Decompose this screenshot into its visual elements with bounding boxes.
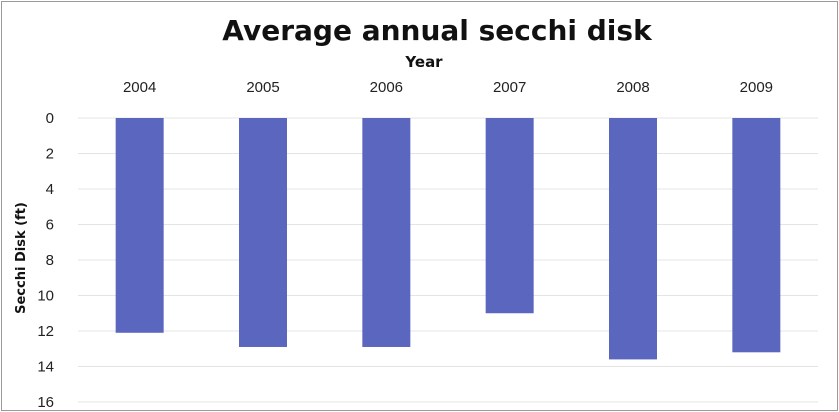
- y-axis-label: Secchi Disk (ft): [14, 202, 29, 314]
- y-tick-labels: 0 2 4 6 8 10 12 14 16: [37, 110, 54, 411]
- y-tick-label: 16: [37, 394, 54, 411]
- y-tick-label: 2: [46, 146, 54, 163]
- bar-2007: [485, 118, 534, 314]
- x-axis-label: Year: [404, 53, 443, 71]
- bar-2009: [732, 118, 781, 353]
- chart-title: Average annual secchi disk: [222, 14, 653, 47]
- bar-2004: [115, 118, 164, 333]
- bar-2005: [239, 118, 287, 347]
- bars: [115, 118, 781, 360]
- x-tick-label: 2008: [616, 79, 649, 96]
- y-tick-label: 8: [46, 252, 54, 269]
- y-tick-label: 14: [37, 359, 54, 376]
- y-tick-label: 4: [46, 181, 54, 198]
- x-tick-labels: 2004 2005 2006 2007 2008 2009: [123, 79, 773, 96]
- x-tick-label: 2007: [493, 79, 526, 96]
- y-tick-label: 6: [46, 217, 54, 234]
- bar-2006: [362, 118, 411, 347]
- x-tick-label: 2005: [246, 79, 279, 96]
- gridlines: [78, 117, 818, 403]
- y-tick-label: 10: [37, 288, 54, 305]
- y-tick-label: 0: [46, 110, 54, 127]
- y-tick-label: 12: [37, 323, 54, 340]
- x-tick-label: 2004: [123, 79, 156, 96]
- bar-2008: [609, 118, 657, 360]
- x-tick-label: 2006: [370, 79, 403, 96]
- x-tick-label: 2009: [740, 79, 773, 96]
